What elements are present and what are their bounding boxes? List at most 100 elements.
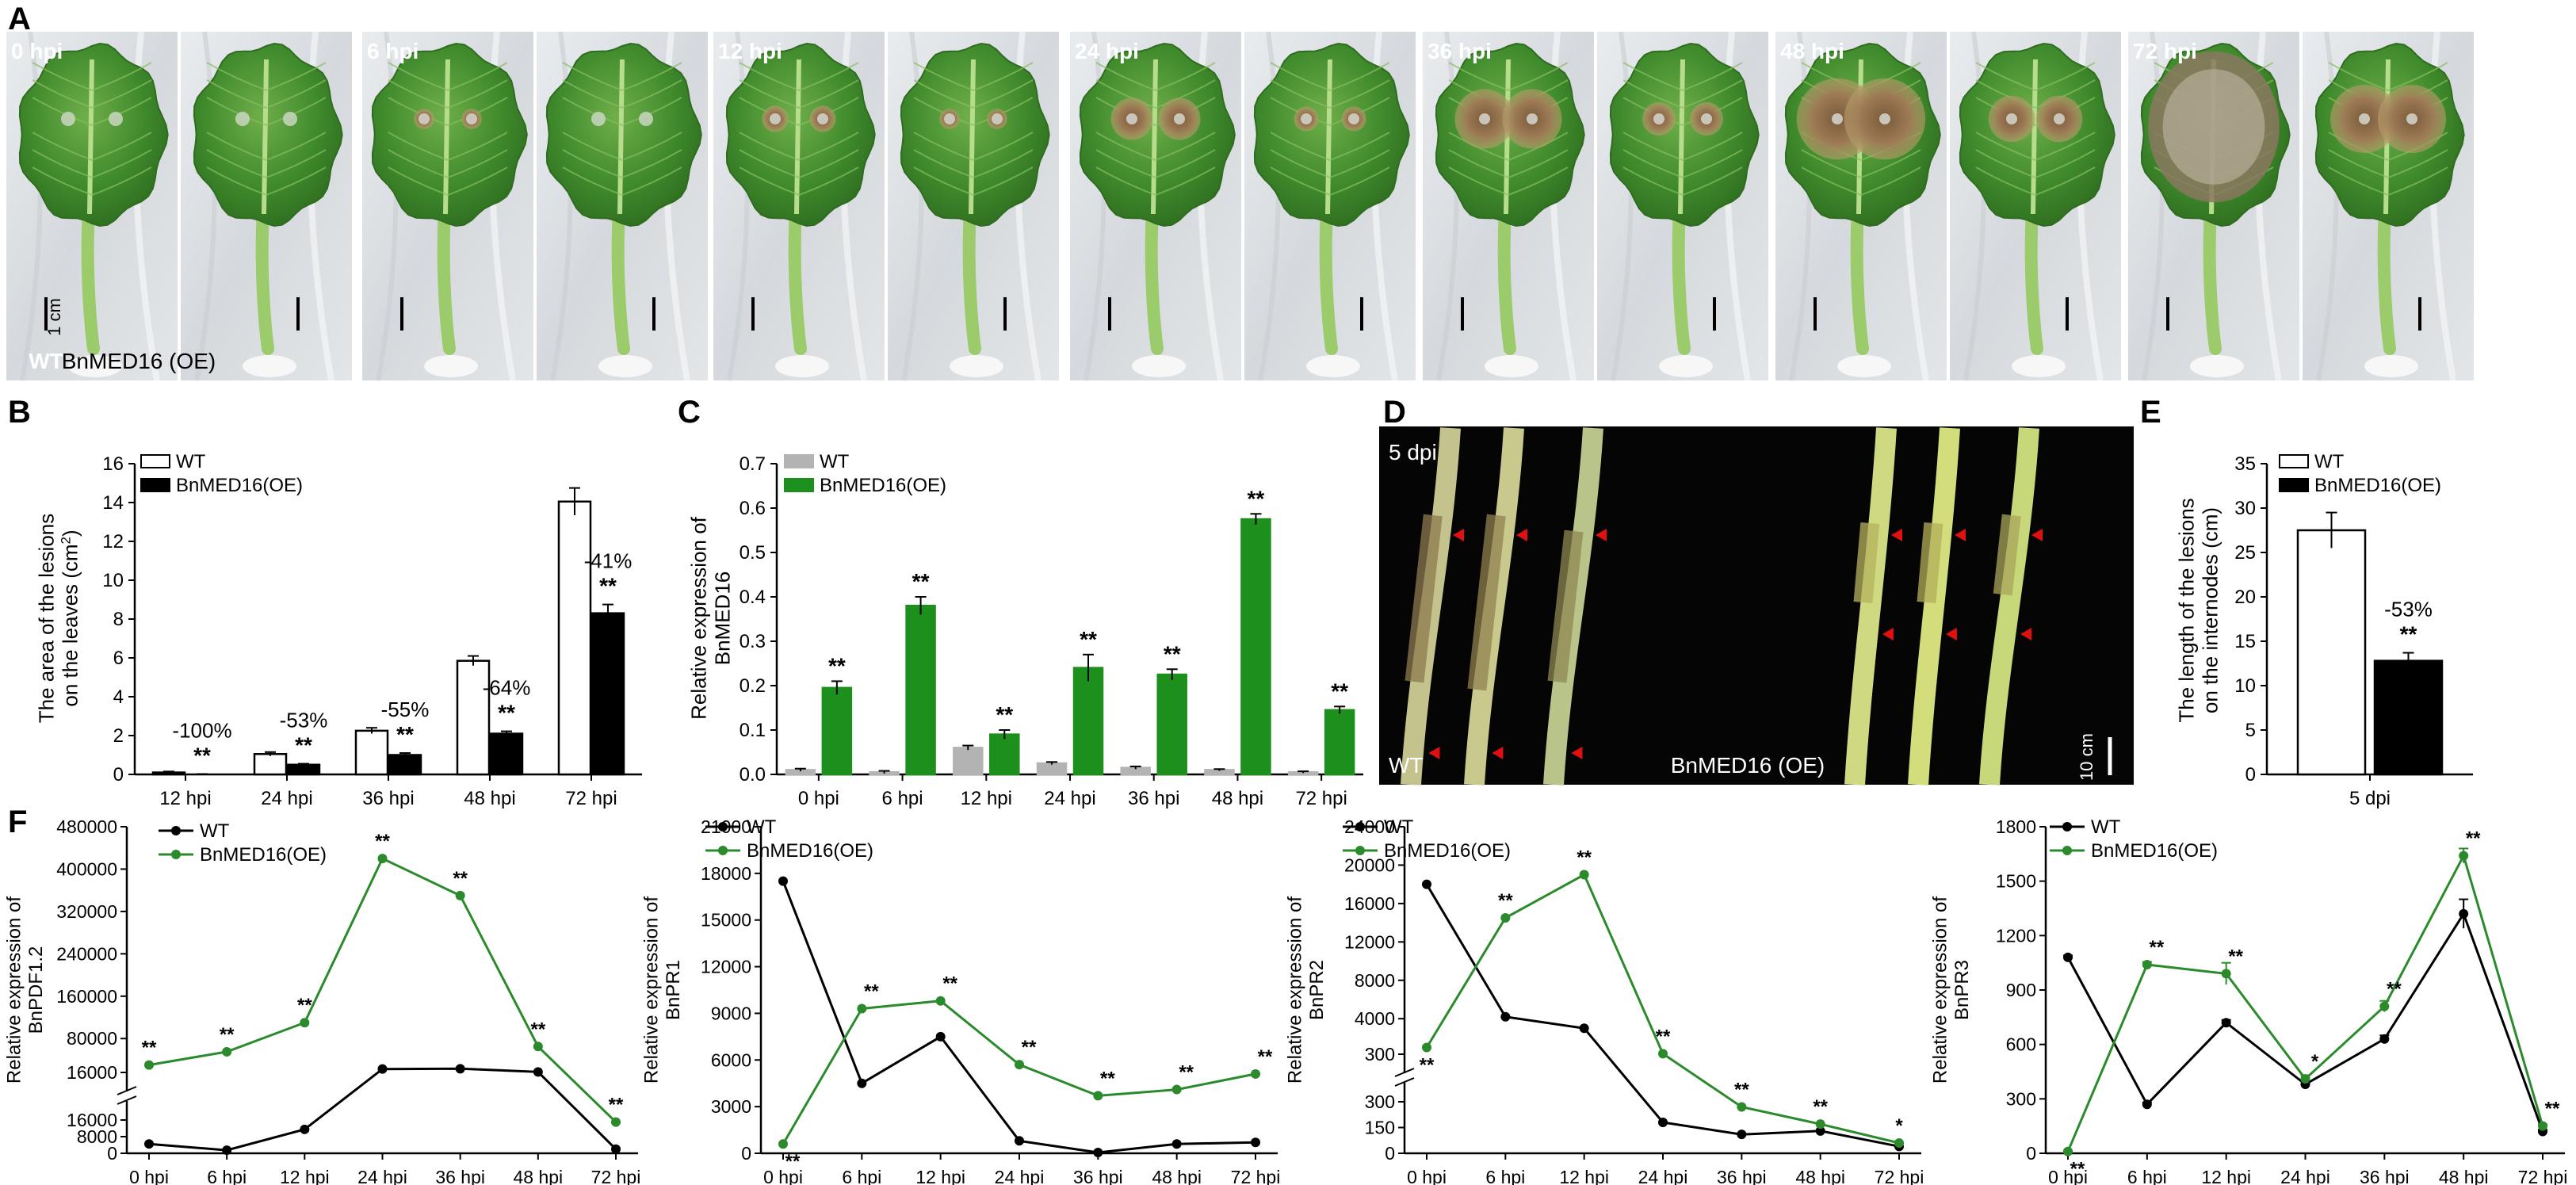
legend-label: BnMED16(OE) (747, 840, 873, 862)
leaf-vein (2387, 62, 2448, 91)
leaf-vein (1095, 166, 1156, 196)
leaf-vein (447, 132, 508, 161)
stem-body (1908, 427, 1960, 786)
bar-oe (1240, 518, 1271, 776)
bar-oe (2373, 659, 2444, 776)
leaf-vein (739, 79, 800, 109)
bar-oe (286, 763, 321, 776)
x-tick-label: 48 hpi (513, 1167, 563, 1185)
y-axis-label-close: ) (58, 529, 82, 537)
legend-swatch (784, 454, 814, 468)
leaf-vein (562, 62, 623, 91)
significance-mark: ** (1080, 627, 1097, 652)
significance-mark: ** (142, 1038, 157, 1059)
y-tick-label: 0.3 (740, 631, 766, 652)
panel-f-bnpr2-chart: 015030030040008000120001600020000240000 … (1287, 816, 1924, 1185)
panel-label-b: B (8, 395, 31, 430)
leaf-vein (1622, 132, 1684, 161)
percent-annotation: -55% (381, 698, 430, 721)
fold (20, 31, 43, 381)
legend-swatch (140, 478, 170, 492)
leaf-vein (1622, 166, 1684, 196)
significance-mark: ** (2545, 1099, 2560, 1120)
cotton-wad (775, 355, 829, 377)
y-tick-label: 0 (113, 764, 124, 786)
y-tick-label: 5 (2245, 720, 2256, 741)
leaf-vein (913, 62, 974, 91)
leaf-photo-2-wt: 12 hpi (713, 31, 885, 381)
data-point-wt (611, 1144, 621, 1154)
x-tick-label: 36 hpi (2360, 1167, 2410, 1185)
cotton-wad (950, 355, 1003, 377)
leaf-vein (2035, 62, 2096, 91)
y-tick-label: 0.0 (740, 764, 766, 786)
cotton-wad (2190, 355, 2244, 377)
internode-stem (1543, 427, 1607, 786)
data-point-oe (300, 1018, 310, 1028)
inoculation-spot (639, 112, 653, 126)
significance-mark: ** (375, 831, 390, 852)
red-arrow (1882, 628, 1894, 640)
leaf-stem (1497, 204, 1516, 355)
inoculation-spot (1701, 113, 1712, 124)
internode-stem (1908, 427, 1966, 786)
inoculation-spot (1126, 113, 1137, 124)
red-arrow (2031, 529, 2043, 541)
x-tick-label: 6 hpi (842, 1167, 881, 1185)
y-tick-label: 150 (1365, 1118, 1395, 1138)
leaf-vein (1270, 62, 1331, 91)
bar-oe (590, 612, 625, 776)
significance-mark: ** (785, 1151, 801, 1172)
leaf-blade (371, 42, 528, 227)
y-tick-label: 8000 (1355, 970, 1395, 991)
leaf-vein (1975, 62, 2036, 91)
cotton-wad (1306, 355, 1360, 377)
inoculation-spot (770, 113, 781, 124)
panel-c-bnmed16-expression-chart: 0.0 0.1 0.2 0.3 0.4 0.5 0.6 0.7 0 hpi ** 6 hpi ** 12… (686, 451, 1363, 808)
leaf-vein (1270, 166, 1331, 196)
data-point-wt (1251, 1137, 1260, 1148)
legend-marker (2062, 822, 2072, 831)
y-axis-label-line1: Relative expression of (1287, 896, 1306, 1084)
cotton-wad (2012, 355, 2066, 377)
red-arrow (1492, 747, 1504, 759)
leaf-vein (1095, 79, 1156, 109)
data-point-wt (2221, 1018, 2231, 1028)
bar-wt (1036, 762, 1068, 776)
significance-mark: ** (1813, 1096, 1828, 1118)
leaf-vein (1270, 149, 1331, 178)
data-point-wt (935, 1031, 946, 1042)
stem-lesion (1853, 522, 1880, 604)
x-tick-label: 72 hpi (1231, 1167, 1281, 1185)
bar-oe (489, 732, 524, 776)
stem-lesion (1547, 529, 1584, 683)
inoculation-spot (1879, 113, 1890, 124)
y-tick-label: 16000 (67, 1062, 117, 1083)
panel-f-bnpr3-chart: 0 300 600 900 1200 1500 1800 0 hpi 6 hpi 12 hpi 24… (1931, 816, 2567, 1185)
photo-time-label: 72 hpi (2133, 39, 2197, 63)
data-point-oe (2063, 1146, 2073, 1156)
panel-label-a: A (8, 2, 31, 36)
panel-f-bnpdf12-chart: 0800016000160008000016000024000032000040… (4, 816, 641, 1185)
bar-wt (953, 747, 984, 776)
significance-mark: * (1895, 1115, 1903, 1137)
x-tick-label: 12 hpi (1559, 1167, 1609, 1185)
x-tick-label: 72 hpi (591, 1167, 641, 1185)
significance-mark: ** (1734, 1080, 1749, 1101)
wt-label: WT (1389, 753, 1424, 778)
leaf-vein (621, 79, 682, 109)
leaf-vein (2328, 62, 2389, 91)
photo-time-label: 12 hpi (718, 39, 782, 63)
inoculation-spot (283, 112, 297, 126)
leaf-stem (1850, 204, 1869, 355)
data-point-wt (1171, 1139, 1182, 1149)
y-tick-label: 6 (113, 648, 124, 669)
leaf-vein (2035, 166, 2096, 196)
legend-label: BnMED16(OE) (2314, 475, 2441, 496)
leaf-vein (562, 79, 623, 109)
leaf-vein (913, 79, 974, 109)
axis-break-mark (1394, 1068, 1415, 1077)
leaf-vein (1975, 149, 2036, 178)
data-point-wt (1737, 1130, 1747, 1140)
